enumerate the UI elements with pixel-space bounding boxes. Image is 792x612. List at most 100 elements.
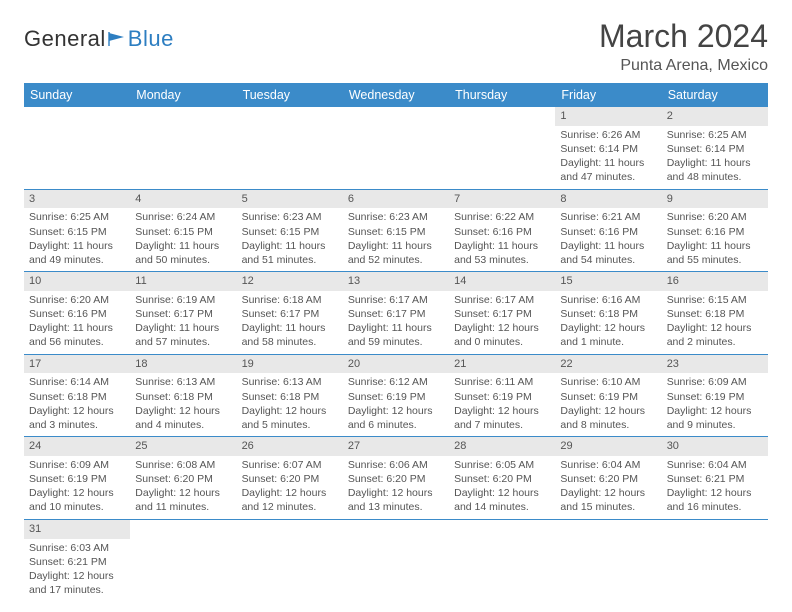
daylight-line2: and 49 minutes. (29, 253, 125, 267)
sunset-line: Sunset: 6:20 PM (454, 472, 550, 486)
day-number: 10 (24, 272, 130, 291)
day-number: 14 (449, 272, 555, 291)
calendar-day-cell: 8Sunrise: 6:21 AMSunset: 6:16 PMDaylight… (555, 189, 661, 272)
calendar-day-cell: 7Sunrise: 6:22 AMSunset: 6:16 PMDaylight… (449, 189, 555, 272)
daylight-line2: and 17 minutes. (29, 583, 125, 597)
calendar-day-cell: 26Sunrise: 6:07 AMSunset: 6:20 PMDayligh… (237, 437, 343, 520)
sunrise-line: Sunrise: 6:12 AM (348, 375, 444, 389)
day-number: 1 (555, 107, 661, 126)
day-body: Sunrise: 6:06 AMSunset: 6:20 PMDaylight:… (343, 456, 449, 519)
calendar-day-cell: 20Sunrise: 6:12 AMSunset: 6:19 PMDayligh… (343, 354, 449, 437)
day-body: Sunrise: 6:22 AMSunset: 6:16 PMDaylight:… (449, 208, 555, 271)
sunrise-line: Sunrise: 6:03 AM (29, 541, 125, 555)
sunrise-line: Sunrise: 6:26 AM (560, 128, 656, 142)
day-body: Sunrise: 6:13 AMSunset: 6:18 PMDaylight:… (130, 373, 236, 436)
sunset-line: Sunset: 6:17 PM (454, 307, 550, 321)
weekday-header: Tuesday (237, 83, 343, 107)
calendar-day-cell: 6Sunrise: 6:23 AMSunset: 6:15 PMDaylight… (343, 189, 449, 272)
weekday-header: Saturday (662, 83, 768, 107)
daylight-line2: and 50 minutes. (135, 253, 231, 267)
sunset-line: Sunset: 6:18 PM (667, 307, 763, 321)
day-number: 6 (343, 190, 449, 209)
sunrise-line: Sunrise: 6:14 AM (29, 375, 125, 389)
daylight-line1: Daylight: 12 hours (667, 321, 763, 335)
daylight-line1: Daylight: 12 hours (135, 404, 231, 418)
daylight-line2: and 55 minutes. (667, 253, 763, 267)
calendar-week-row: 3Sunrise: 6:25 AMSunset: 6:15 PMDaylight… (24, 189, 768, 272)
daylight-line1: Daylight: 12 hours (29, 404, 125, 418)
day-number: 12 (237, 272, 343, 291)
daylight-line2: and 54 minutes. (560, 253, 656, 267)
sunset-line: Sunset: 6:15 PM (348, 225, 444, 239)
daylight-line2: and 12 minutes. (242, 500, 338, 514)
logo: General Blue (24, 26, 174, 52)
calendar-table: SundayMondayTuesdayWednesdayThursdayFrid… (24, 83, 768, 601)
daylight-line2: and 48 minutes. (667, 170, 763, 184)
day-number: 21 (449, 355, 555, 374)
sunset-line: Sunset: 6:20 PM (135, 472, 231, 486)
day-body: Sunrise: 6:07 AMSunset: 6:20 PMDaylight:… (237, 456, 343, 519)
calendar-day-cell: 23Sunrise: 6:09 AMSunset: 6:19 PMDayligh… (662, 354, 768, 437)
calendar-day-cell: 10Sunrise: 6:20 AMSunset: 6:16 PMDayligh… (24, 272, 130, 355)
daylight-line2: and 59 minutes. (348, 335, 444, 349)
sunrise-line: Sunrise: 6:17 AM (454, 293, 550, 307)
sunset-line: Sunset: 6:21 PM (667, 472, 763, 486)
calendar-week-row: 24Sunrise: 6:09 AMSunset: 6:19 PMDayligh… (24, 437, 768, 520)
day-number: 15 (555, 272, 661, 291)
day-number: 29 (555, 437, 661, 456)
sunset-line: Sunset: 6:16 PM (29, 307, 125, 321)
calendar-day-cell: 31Sunrise: 6:03 AMSunset: 6:21 PMDayligh… (24, 519, 130, 601)
calendar-day-cell: 13Sunrise: 6:17 AMSunset: 6:17 PMDayligh… (343, 272, 449, 355)
day-body: Sunrise: 6:25 AMSunset: 6:15 PMDaylight:… (24, 208, 130, 271)
day-body: Sunrise: 6:11 AMSunset: 6:19 PMDaylight:… (449, 373, 555, 436)
sunrise-line: Sunrise: 6:22 AM (454, 210, 550, 224)
day-number: 23 (662, 355, 768, 374)
title-block: March 2024 Punta Arena, Mexico (599, 18, 768, 75)
daylight-line1: Daylight: 11 hours (29, 321, 125, 335)
calendar-empty-cell (343, 107, 449, 189)
daylight-line2: and 4 minutes. (135, 418, 231, 432)
sunset-line: Sunset: 6:15 PM (242, 225, 338, 239)
logo-text-blue: Blue (128, 26, 174, 52)
day-body: Sunrise: 6:23 AMSunset: 6:15 PMDaylight:… (237, 208, 343, 271)
sunrise-line: Sunrise: 6:18 AM (242, 293, 338, 307)
sunrise-line: Sunrise: 6:23 AM (242, 210, 338, 224)
daylight-line1: Daylight: 12 hours (29, 486, 125, 500)
calendar-week-row: 1Sunrise: 6:26 AMSunset: 6:14 PMDaylight… (24, 107, 768, 189)
day-body: Sunrise: 6:26 AMSunset: 6:14 PMDaylight:… (555, 126, 661, 189)
sunset-line: Sunset: 6:18 PM (29, 390, 125, 404)
month-title: March 2024 (599, 18, 768, 55)
calendar-empty-cell (449, 519, 555, 601)
calendar-empty-cell (555, 519, 661, 601)
sunset-line: Sunset: 6:19 PM (454, 390, 550, 404)
calendar-day-cell: 4Sunrise: 6:24 AMSunset: 6:15 PMDaylight… (130, 189, 236, 272)
day-number: 18 (130, 355, 236, 374)
calendar-week-row: 31Sunrise: 6:03 AMSunset: 6:21 PMDayligh… (24, 519, 768, 601)
logo-flag-icon (108, 32, 126, 46)
daylight-line1: Daylight: 12 hours (560, 486, 656, 500)
day-number: 22 (555, 355, 661, 374)
day-body: Sunrise: 6:23 AMSunset: 6:15 PMDaylight:… (343, 208, 449, 271)
calendar-empty-cell (343, 519, 449, 601)
day-number: 19 (237, 355, 343, 374)
day-number: 4 (130, 190, 236, 209)
day-number: 31 (24, 520, 130, 539)
daylight-line1: Daylight: 12 hours (454, 486, 550, 500)
day-body: Sunrise: 6:10 AMSunset: 6:19 PMDaylight:… (555, 373, 661, 436)
daylight-line1: Daylight: 11 hours (667, 156, 763, 170)
sunrise-line: Sunrise: 6:17 AM (348, 293, 444, 307)
daylight-line2: and 2 minutes. (667, 335, 763, 349)
sunrise-line: Sunrise: 6:20 AM (667, 210, 763, 224)
daylight-line2: and 53 minutes. (454, 253, 550, 267)
day-body: Sunrise: 6:14 AMSunset: 6:18 PMDaylight:… (24, 373, 130, 436)
sunrise-line: Sunrise: 6:09 AM (29, 458, 125, 472)
calendar-day-cell: 14Sunrise: 6:17 AMSunset: 6:17 PMDayligh… (449, 272, 555, 355)
sunset-line: Sunset: 6:18 PM (242, 390, 338, 404)
day-body: Sunrise: 6:21 AMSunset: 6:16 PMDaylight:… (555, 208, 661, 271)
daylight-line2: and 10 minutes. (29, 500, 125, 514)
calendar-empty-cell (237, 107, 343, 189)
daylight-line2: and 5 minutes. (242, 418, 338, 432)
sunrise-line: Sunrise: 6:09 AM (667, 375, 763, 389)
calendar-day-cell: 24Sunrise: 6:09 AMSunset: 6:19 PMDayligh… (24, 437, 130, 520)
day-body: Sunrise: 6:25 AMSunset: 6:14 PMDaylight:… (662, 126, 768, 189)
